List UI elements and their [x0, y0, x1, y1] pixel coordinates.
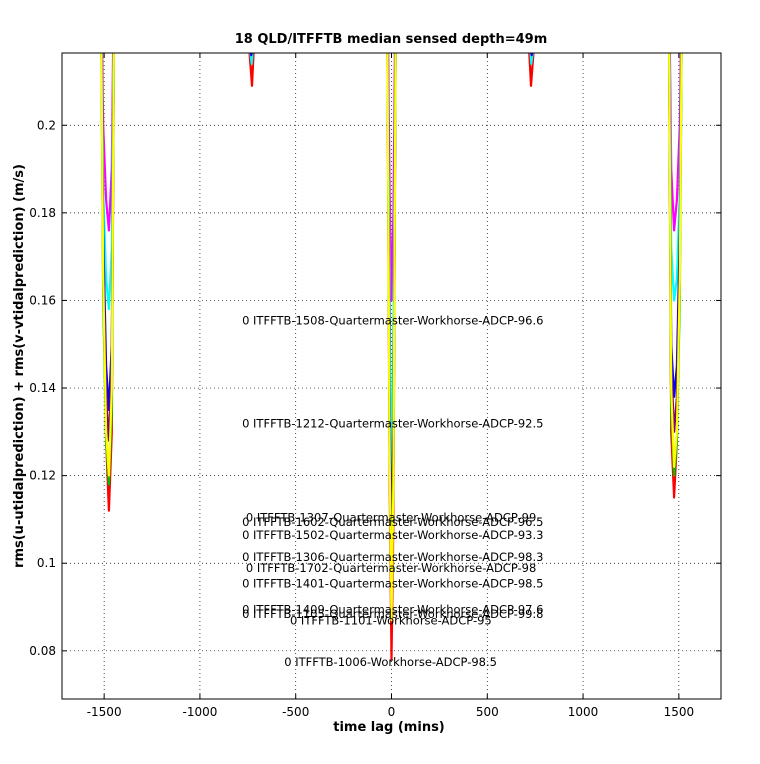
annotation-layer: 0 ITFFTB-1508-Quartermaster-Workhorse-AD…	[242, 314, 543, 670]
deployment-label: 0 ITFFTB-1306-Quartermaster-Workhorse-AD…	[242, 550, 543, 564]
deployment-label: 0 ITFFTB-1307-Quartermaster-Workhorse-AD…	[246, 511, 536, 525]
y-tick-label: 0.16	[29, 293, 56, 307]
y-tick-label: 0.14	[29, 381, 56, 395]
y-axis-label: rms(u-utidalprediction) + rms(v-vtidalpr…	[12, 164, 27, 568]
x-axis-ticks: -1500 -1000 -500 0 500 1000 1500	[87, 53, 694, 719]
deployment-label: 0 ITFFTB-1702-Quartermaster-Workhorse-AD…	[246, 561, 536, 575]
chart-title: 18 QLD/ITFFTB median sensed depth=49m	[235, 32, 548, 47]
deployment-label: 0 ITFFTB-1105-Quartermaster-Workhorse-AD…	[242, 607, 543, 621]
x-tick-label: -1000	[182, 705, 217, 719]
x-tick-label: -1500	[87, 705, 122, 719]
series-line-1	[101, 53, 682, 302]
x-tick-label: -500	[282, 705, 309, 719]
y-tick-label: 0.1	[37, 556, 56, 570]
x-tick-label: 1500	[664, 705, 695, 719]
x-tick-label: 500	[476, 705, 499, 719]
y-tick-label: 0.2	[37, 118, 56, 132]
deployment-label: 0 ITFFTB-1101-Workhorse-ADCP-95	[290, 614, 492, 628]
deployment-label: 0 ITFFTB-1409-Quartermaster-Workhorse-AD…	[242, 603, 543, 617]
deployment-label: 0 ITFFTB-1508-Quartermaster-Workhorse-AD…	[242, 314, 543, 328]
y-tick-label: 0.08	[29, 644, 56, 658]
deployment-label: 0 ITFFTB-1602-Quartermaster-Workhorse-AD…	[242, 515, 543, 529]
y-tick-label: 0.12	[29, 469, 56, 483]
deployment-label: 0 ITFFTB-1006-Workhorse-ADCP-98.5	[284, 655, 497, 669]
deployment-label: 0 ITFFTB-1401-Quartermaster-Workhorse-AD…	[242, 576, 543, 590]
x-tick-label: 1000	[568, 705, 599, 719]
y-axis-ticks: 0.08 0.1 0.12 0.14 0.16 0.18 0.2	[29, 118, 721, 658]
deployment-label: 0 ITFFTB-1502-Quartermaster-Workhorse-AD…	[242, 528, 543, 542]
series-line-6	[100, 53, 683, 622]
x-tick-label: 0	[388, 705, 396, 719]
x-axis-label: time lag (mins)	[333, 720, 445, 735]
series-layer	[100, 53, 683, 661]
deployment-label: 0 ITFFTB-1212-Quartermaster-Workhorse-AD…	[242, 416, 543, 430]
y-tick-label: 0.18	[29, 206, 56, 220]
